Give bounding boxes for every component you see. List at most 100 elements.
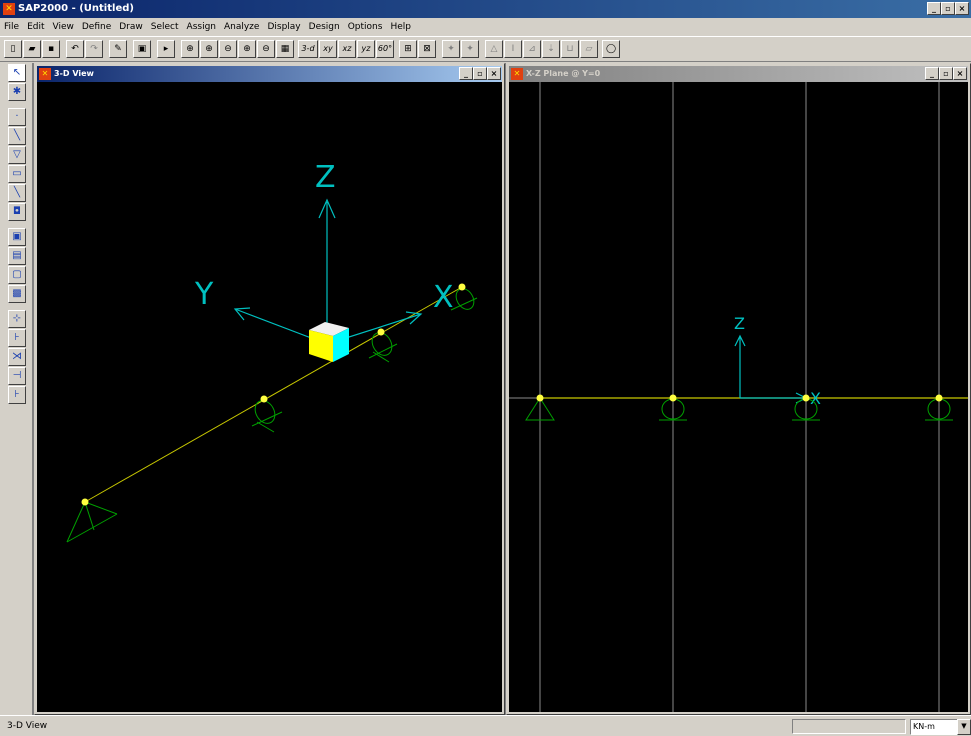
menu-edit[interactable]: Edit <box>27 22 45 32</box>
roller-support <box>368 332 398 363</box>
menu-file[interactable]: File <box>4 22 20 32</box>
restore-button[interactable]: ▫ <box>473 67 487 80</box>
zoom-out-icon[interactable]: ⊖ <box>219 40 237 58</box>
menu-assign[interactable]: Assign <box>186 22 216 32</box>
joint-node[interactable] <box>81 498 89 506</box>
joint-node[interactable] <box>377 328 385 336</box>
app-window-controls: _ ▫ × <box>927 2 969 15</box>
window-controls: _ ▫ × <box>925 67 967 80</box>
menu-options[interactable]: Options <box>347 22 383 32</box>
move-down-icon[interactable]: ✦ <box>461 40 479 58</box>
units-select[interactable]: KN-m ▼ <box>910 719 971 735</box>
area-load-icon[interactable]: ▱ <box>580 40 598 58</box>
status-bar: 3-D View KN-m ▼ <box>0 715 971 736</box>
run-analysis-icon[interactable]: ▸ <box>157 40 175 58</box>
snap-intersections-icon[interactable]: ⋊ <box>8 348 26 366</box>
show-undeformed-icon[interactable]: ◯ <box>602 40 620 58</box>
menu-bar: File Edit View Define Draw Select Assign… <box>0 18 971 36</box>
shadow-icon[interactable]: ⊠ <box>418 40 436 58</box>
pan-icon[interactable]: ▦ <box>276 40 294 58</box>
units-value: KN-m <box>913 722 935 731</box>
pin-support <box>525 397 555 421</box>
draw-joint-icon[interactable]: · <box>8 108 26 126</box>
joint-node[interactable] <box>536 394 544 402</box>
joint-load-icon[interactable]: ⇣ <box>542 40 560 58</box>
frame-load-icon[interactable]: ⊿ <box>523 40 541 58</box>
close-button[interactable]: × <box>955 2 969 15</box>
x-axis-label: X <box>433 280 454 315</box>
model-canvas-xz[interactable]: Z X <box>509 82 968 712</box>
menu-select[interactable]: Select <box>150 22 179 32</box>
x-axis-label: X <box>810 389 821 408</box>
select-intersect-icon[interactable]: ▩ <box>8 285 26 303</box>
view-xy-button[interactable]: xy <box>319 40 337 58</box>
redo-icon[interactable]: ↷ <box>85 40 103 58</box>
view-window-3d: ✕ 3-D View _ ▫ × Z <box>34 63 505 715</box>
joint-node[interactable] <box>935 394 943 402</box>
get-previous-selection-icon[interactable]: ▤ <box>8 247 26 265</box>
origin-cube-left <box>309 330 333 362</box>
snap-joints-icon[interactable]: ⊹ <box>8 310 26 328</box>
menu-help[interactable]: Help <box>390 22 411 32</box>
app-title-bar: ✕ SAP2000 - (Untitled) _ ▫ × <box>0 0 971 18</box>
open-folder-icon[interactable]: ▰ <box>23 40 41 58</box>
zoom-restore-icon[interactable]: ⊖ <box>257 40 275 58</box>
zoom-in-icon[interactable]: ⊕ <box>200 40 218 58</box>
frame-section-icon[interactable]: Ι <box>504 40 522 58</box>
joint-node[interactable] <box>802 394 810 402</box>
quick-draw-frame-icon[interactable]: ╲ <box>8 184 26 202</box>
snap-lines-icon[interactable]: ⊦ <box>8 386 26 404</box>
set-display-icon[interactable]: ⊞ <box>399 40 417 58</box>
menu-draw[interactable]: Draw <box>119 22 143 32</box>
pointer-icon[interactable]: ↖ <box>8 64 26 82</box>
undo-icon[interactable]: ↶ <box>66 40 84 58</box>
quick-draw-area-icon[interactable]: ◘ <box>8 203 26 221</box>
chevron-down-icon[interactable]: ▼ <box>957 719 971 735</box>
close-button[interactable]: × <box>953 67 967 80</box>
menu-design[interactable]: Design <box>308 22 340 32</box>
clear-selection-icon[interactable]: ▢ <box>8 266 26 284</box>
zoom-window-icon[interactable]: ⊕ <box>181 40 199 58</box>
draw-area-icon[interactable]: ▽ <box>8 146 26 164</box>
snap-perpendicular-icon[interactable]: ⊣ <box>8 367 26 385</box>
close-button[interactable]: × <box>487 67 501 80</box>
new-file-icon[interactable]: ▯ <box>4 40 22 58</box>
menu-analyze[interactable]: Analyze <box>223 22 260 32</box>
save-disk-icon[interactable]: ▪ <box>42 40 60 58</box>
select-all-icon[interactable]: ▣ <box>8 228 26 246</box>
menu-display[interactable]: Display <box>267 22 301 32</box>
zoom-previous-icon[interactable]: ⊕ <box>238 40 256 58</box>
distributed-load-icon[interactable]: ⊔ <box>561 40 579 58</box>
pencil-icon[interactable]: ✎ <box>109 40 127 58</box>
window-title-bar[interactable]: ✕ X-Z Plane @ Y=0 _ ▫ × <box>509 66 968 82</box>
joint-node[interactable] <box>669 394 677 402</box>
view-3d-button[interactable]: 3-d <box>298 40 318 58</box>
model-canvas-3d[interactable]: Z Y X <box>37 82 502 712</box>
joint-restraint-icon[interactable]: △ <box>485 40 503 58</box>
minimize-button[interactable]: _ <box>927 2 941 15</box>
window-title: 3-D View <box>54 69 94 78</box>
draw-frame-icon[interactable]: ╲ <box>8 127 26 145</box>
draw-rectangle-icon[interactable]: ▭ <box>8 165 26 183</box>
joint-node[interactable] <box>458 283 466 291</box>
status-coordinates-box <box>792 719 906 734</box>
lock-icon[interactable]: ▣ <box>133 40 151 58</box>
joint-node[interactable] <box>260 395 268 403</box>
menu-define[interactable]: Define <box>81 22 112 32</box>
minimize-button[interactable]: _ <box>459 67 473 80</box>
menu-view[interactable]: View <box>52 22 74 32</box>
main-toolbar: ▯ ▰ ▪ ↶ ↷ ✎ ▣ ▸ ⊕ ⊕ ⊖ ⊕ ⊖ ▦ 3-d xy xz yz… <box>0 36 971 62</box>
perspective-button[interactable]: 60° <box>376 40 394 58</box>
restore-button[interactable]: ▫ <box>939 67 953 80</box>
view-yz-button[interactable]: yz <box>357 40 375 58</box>
move-up-icon[interactable]: ✦ <box>442 40 460 58</box>
view-xz-button[interactable]: xz <box>338 40 356 58</box>
snap-ends-icon[interactable]: ⊦ <box>8 329 26 347</box>
window-title-bar[interactable]: ✕ 3-D View _ ▫ × <box>37 66 502 82</box>
sap-logo-icon: ✕ <box>511 68 523 80</box>
minimize-button[interactable]: _ <box>925 67 939 80</box>
z-axis-label: Z <box>734 314 745 333</box>
reshape-icon[interactable]: ✱ <box>8 83 26 101</box>
restore-button[interactable]: ▫ <box>941 2 955 15</box>
z-axis-label: Z <box>315 160 336 195</box>
